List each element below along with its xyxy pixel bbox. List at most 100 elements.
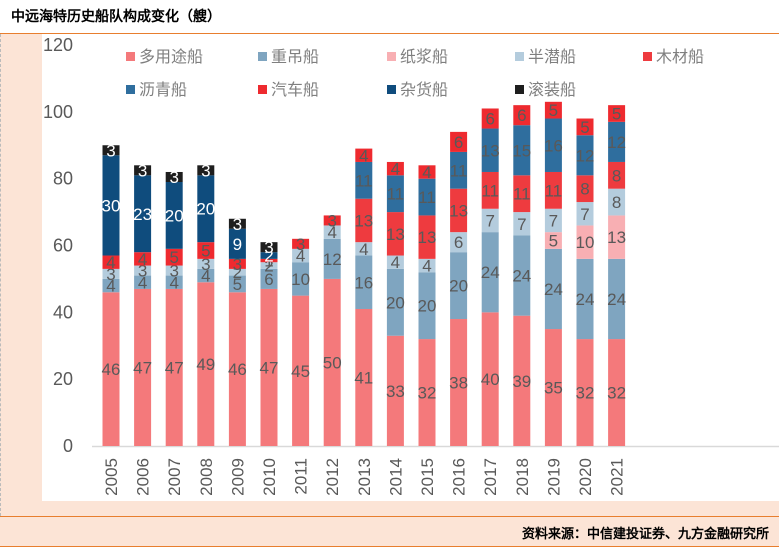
bar-segment [355,161,373,199]
data-label: 11 [513,185,531,204]
data-label: 4 [106,253,115,272]
legend-label: 木材船 [656,47,704,66]
legend-swatch [387,52,396,61]
data-label: 32 [418,384,437,403]
bar-segment [165,248,183,266]
data-label: 32 [576,384,595,403]
bar-segment [102,268,120,279]
data-label: 6 [517,106,526,125]
bar-segment [576,135,594,176]
x-tick-label: 2018 [513,458,532,496]
data-label: 3 [233,215,242,234]
data-label: 24 [544,280,563,299]
bar-segment [481,208,499,233]
data-label: 49 [196,355,215,374]
bar-segment [134,165,152,176]
data-label: 12 [576,146,595,165]
data-label: 16 [544,136,563,155]
bar-segment [228,258,246,269]
bar-segment [481,108,499,129]
bar-segment [481,128,499,172]
bar-segment [608,339,626,446]
bar-segment [608,121,626,162]
bar-segment [544,171,562,209]
bar-segment [513,235,531,316]
data-label: 6 [485,110,494,129]
legend-label: 重吊船 [271,47,319,66]
bar-segment [102,255,120,269]
y-tick-label: 40 [53,302,73,322]
bar-segment [450,319,468,446]
data-label: 41 [354,368,373,387]
bar-segment [355,308,373,446]
bar-segment [323,215,341,226]
bar-segment [165,265,183,276]
bar-segment [134,288,152,446]
bar-segment [513,212,531,236]
bar-segment [228,218,246,229]
bar-segment [292,238,310,249]
x-tick-label: 2011 [292,458,311,495]
bar-segment [323,238,341,279]
title-bar: 中远海特历史船队构成变化（艘） [0,0,779,34]
data-label: 45 [291,362,310,381]
bar-segment [323,225,341,239]
data-label: 4 [391,160,400,179]
bar-segment [386,175,404,213]
data-label: 8 [612,166,621,185]
bar-segment [134,265,152,276]
data-label: 20 [418,297,437,316]
data-label: 5 [549,101,558,120]
bar-segment [544,248,562,330]
data-label: 12 [607,133,626,152]
bar-segment [608,215,626,259]
bar-segment [418,178,436,216]
legend-swatch [258,52,267,61]
data-label: 13 [449,201,468,220]
x-tick-label: 2017 [481,458,500,496]
data-label: 13 [607,228,626,247]
data-label: 13 [481,141,500,160]
data-label: 11 [545,181,563,200]
bar-segment [134,175,152,253]
bar-segment [355,255,373,309]
data-label: 50 [323,353,342,372]
legend-label: 多用途船 [139,47,203,66]
x-tick-label: 2015 [418,458,437,496]
bar-segment [513,105,531,126]
data-label: 4 [106,277,115,296]
bar-segment [197,242,215,259]
x-tick-label: 2009 [228,458,247,496]
bar-segment [355,198,373,243]
data-label: 4 [327,223,336,242]
data-label: 20 [165,206,184,225]
data-label: 5 [612,105,621,124]
bar-segment [260,252,278,259]
bar-segment [260,262,278,269]
data-label: 30 [102,196,121,215]
x-tick-label: 2012 [323,458,342,496]
data-label: 3 [264,238,273,257]
data-label: 47 [260,358,279,377]
source-note: 资料来源：中信建投证券、九方金融研究所 [521,527,769,542]
y-tick-label: 80 [53,169,73,189]
data-label: 5 [580,118,589,137]
data-label: 32 [607,384,626,403]
data-label: 24 [607,290,626,309]
data-label: 13 [354,211,373,230]
data-label: 2 [264,247,273,266]
data-label: 15 [512,141,531,160]
bar-segment [260,258,278,263]
y-tick-label: 0 [63,436,73,456]
data-label: 9 [233,235,242,254]
data-label: 3 [201,161,210,180]
plot-area [42,34,779,501]
bar-segment [418,272,436,340]
data-label: 6 [454,133,463,152]
bar-segment [260,288,278,446]
x-tick-label: 2019 [544,458,563,496]
x-tick-label: 2005 [102,458,121,496]
x-tick-label: 2016 [450,458,469,496]
data-label: 47 [133,358,152,377]
